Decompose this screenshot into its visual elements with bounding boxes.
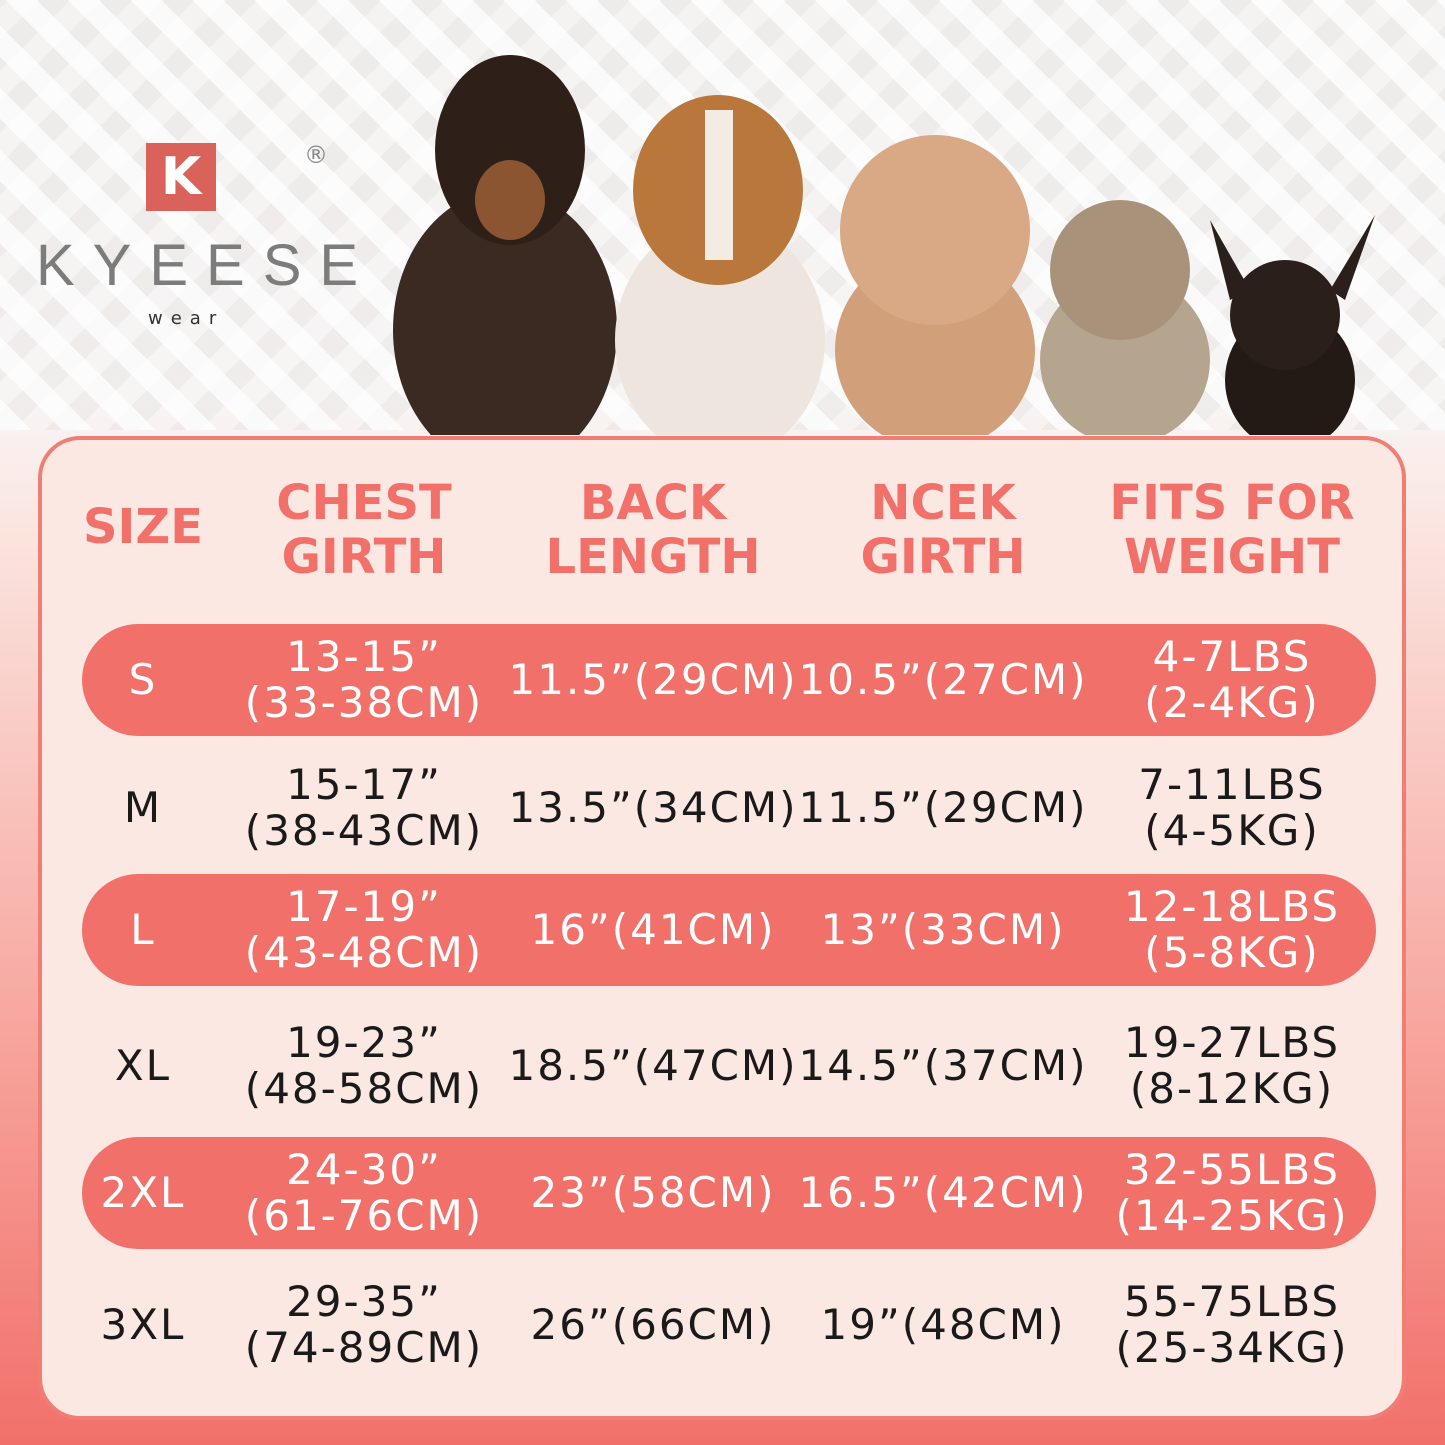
cell-weight: 7-11LBS (4-5KG) — [1138, 760, 1326, 855]
cell-back: 16”(41CM) — [530, 905, 776, 954]
cell-neck: 10.5”(27CM) — [798, 655, 1088, 704]
cell-neck: 16.5”(42CM) — [798, 1168, 1088, 1217]
row-highlight-band — [82, 1137, 1376, 1249]
header-back-length: BACK LENGTH — [545, 475, 761, 585]
cell-weight: 55-75LBS (25-34KG) — [1115, 1277, 1349, 1372]
brand-logo-mark: K — [146, 143, 216, 211]
cell-chest: 13-15” (33-38CM) — [244, 632, 484, 727]
cell-back: 13.5”(34CM) — [508, 783, 798, 832]
cell-size: S — [128, 655, 158, 704]
header-size: SIZE — [82, 499, 204, 555]
cell-back: 26”(66CM) — [530, 1300, 776, 1349]
cell-chest: 15-17” (38-43CM) — [244, 760, 484, 855]
chihuahua-image — [1210, 215, 1375, 435]
cell-weight: 12-18LBS (5-8KG) — [1123, 882, 1341, 977]
cell-weight: 19-27LBS (8-12KG) — [1123, 1018, 1341, 1113]
cell-back: 11.5”(29CM) — [508, 655, 798, 704]
cell-size: M — [123, 783, 163, 832]
cell-chest: 19-23” (48-58CM) — [244, 1018, 484, 1113]
row-highlight-band — [82, 624, 1376, 736]
brand-subtitle: wear — [148, 308, 225, 329]
header-neck-girth: NCEK GIRTH — [860, 475, 1026, 585]
beagle-image — [615, 95, 825, 435]
schnauzer-image — [1040, 200, 1210, 435]
cell-chest: 29-35” (74-89CM) — [244, 1277, 484, 1372]
cell-neck: 13”(33CM) — [820, 905, 1066, 954]
registered-mark: ® — [304, 141, 328, 169]
cell-chest: 24-30” (61-76CM) — [244, 1145, 484, 1240]
doberman-image — [393, 55, 617, 435]
cell-size: 2XL — [100, 1168, 186, 1217]
cell-size: L — [130, 905, 156, 954]
cell-back: 23”(58CM) — [530, 1168, 776, 1217]
cell-back: 18.5”(47CM) — [508, 1041, 798, 1090]
dogs-photo — [393, 55, 1375, 435]
poodle-image — [835, 135, 1035, 435]
cell-neck: 19”(48CM) — [820, 1300, 1066, 1349]
header-chest-girth: CHEST GIRTH — [276, 475, 452, 585]
cell-size: 3XL — [100, 1300, 186, 1349]
row-highlight-band — [82, 874, 1376, 986]
cell-weight: 4-7LBS (2-4KG) — [1144, 632, 1320, 727]
brand-name: KYEESE — [36, 233, 377, 298]
cell-weight: 32-55LBS (14-25KG) — [1115, 1145, 1349, 1240]
cell-size: XL — [114, 1041, 172, 1090]
header-fits-for-weight: FITS FOR WEIGHT — [1109, 475, 1355, 585]
cell-chest: 17-19” (43-48CM) — [244, 882, 484, 977]
cell-neck: 11.5”(29CM) — [798, 783, 1088, 832]
cell-neck: 14.5”(37CM) — [798, 1041, 1088, 1090]
